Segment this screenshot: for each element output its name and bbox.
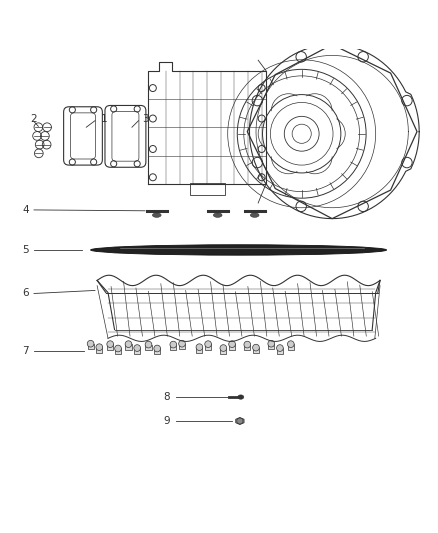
Circle shape	[229, 341, 235, 348]
Bar	[88, 344, 94, 350]
Bar	[277, 348, 283, 354]
Bar	[268, 344, 274, 350]
Bar	[190, 183, 225, 195]
Bar	[179, 344, 185, 350]
Circle shape	[125, 341, 132, 348]
Ellipse shape	[238, 395, 244, 399]
Bar	[229, 344, 235, 350]
Bar	[134, 348, 140, 354]
Circle shape	[220, 345, 227, 351]
Circle shape	[287, 341, 294, 348]
Bar	[107, 344, 113, 350]
Polygon shape	[236, 417, 244, 424]
Text: 6: 6	[22, 288, 28, 298]
Text: 2: 2	[31, 114, 37, 124]
Circle shape	[107, 341, 113, 348]
Circle shape	[170, 341, 177, 348]
Circle shape	[205, 341, 212, 348]
Bar	[288, 344, 294, 350]
Ellipse shape	[152, 213, 161, 217]
Bar	[125, 344, 131, 350]
Circle shape	[145, 341, 152, 348]
Circle shape	[179, 341, 185, 347]
Text: 3: 3	[142, 114, 148, 124]
Bar	[196, 347, 202, 353]
Bar	[154, 349, 160, 354]
Circle shape	[196, 344, 203, 351]
Text: 7: 7	[22, 346, 28, 357]
Bar	[244, 344, 251, 350]
Bar	[220, 348, 226, 354]
Circle shape	[276, 345, 283, 351]
Ellipse shape	[91, 245, 387, 255]
Text: 5: 5	[22, 245, 28, 255]
Circle shape	[253, 344, 259, 351]
Bar	[145, 344, 152, 350]
Circle shape	[115, 345, 121, 352]
Bar	[253, 348, 259, 353]
Text: 4: 4	[22, 205, 28, 215]
Bar	[205, 344, 211, 350]
Circle shape	[87, 341, 94, 347]
Circle shape	[268, 341, 275, 347]
Ellipse shape	[213, 213, 222, 217]
Text: 1: 1	[100, 114, 107, 124]
Bar	[170, 344, 177, 350]
Circle shape	[244, 341, 251, 348]
Text: 9: 9	[163, 416, 170, 426]
Circle shape	[96, 344, 102, 351]
Ellipse shape	[251, 213, 259, 217]
Text: 8: 8	[163, 392, 170, 402]
Bar	[96, 347, 102, 353]
Bar	[115, 349, 121, 354]
Circle shape	[154, 345, 161, 352]
Circle shape	[134, 345, 141, 351]
